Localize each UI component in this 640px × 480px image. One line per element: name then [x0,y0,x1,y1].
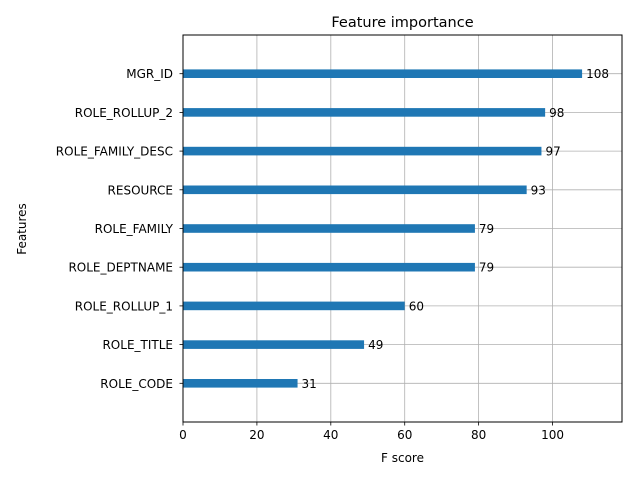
bar-value-label: 93 [531,183,546,197]
chart-title: Feature importance [331,15,473,31]
bar-role-code [183,379,298,388]
x-tick-label: 60 [397,428,412,442]
y-tick-label: RESOURCE [108,183,173,197]
bar-value-label: 79 [479,222,494,236]
x-tick-label: 40 [323,428,338,442]
x-tick-label: 100 [541,428,564,442]
bar-value-label: 79 [479,261,494,275]
bars [183,69,583,388]
bar-value-label: 108 [586,67,609,81]
bar-value-label: 98 [549,106,564,120]
x-tick-label: 0 [179,428,187,442]
bar-role-rollup-1 [183,301,405,311]
bar-role-family [183,224,475,233]
y-tick-label: ROLE_FAMILY [95,222,174,236]
y-tick-label: ROLE_TITLE [102,338,173,352]
x-tick-label: 20 [249,428,264,442]
y-axis-ticks: ROLE_CODE ROLE_TITLE ROLE_ROLLUP_1 ROLE_DEP… [56,67,183,391]
x-axis-ticks: 0 20 40 60 80 100 [179,422,564,442]
y-tick-label: ROLE_CODE [100,377,173,391]
bar-mgr-id [183,69,583,78]
y-tick-label: ROLE_ROLLUP_1 [75,299,173,313]
bar-role-rollup-2 [183,108,546,117]
bar-role-family-desc [183,146,542,156]
bar-value-label: 31 [302,377,317,391]
y-tick-label: ROLE_FAMILY_DESC [56,145,173,159]
bar-value-labels: 31 49 60 79 79 93 97 98 108 [302,67,609,391]
bar-value-label: 60 [409,299,424,313]
y-tick-label: MGR_ID [126,67,173,81]
bar-value-label: 49 [368,338,383,352]
x-tick-label: 80 [471,428,486,442]
bar-role-title [183,340,365,349]
bar-value-label: 97 [545,145,560,159]
y-tick-label: ROLE_DEPTNAME [68,261,173,275]
bar-resource [183,185,527,195]
bar-role-deptname [183,262,475,272]
x-axis-label: F score [381,451,424,465]
y-tick-label: ROLE_ROLLUP_2 [75,106,173,120]
y-axis-label: Features [15,203,29,255]
